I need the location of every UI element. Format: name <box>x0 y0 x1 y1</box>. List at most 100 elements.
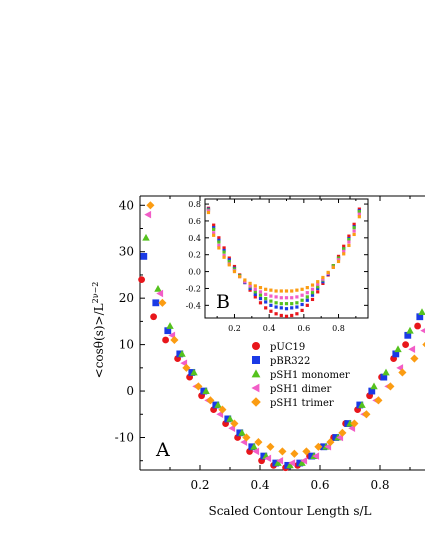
data-point-psh1-trimer <box>314 442 323 451</box>
data-point-psh1-monomer <box>382 368 390 376</box>
x-tick-label: 0.6 <box>310 478 329 492</box>
inset-point-psh1-trimer <box>217 246 221 250</box>
inset-point-psh1-trimer <box>321 275 325 280</box>
inset-point-pbr322 <box>264 300 268 304</box>
inset-point-psh1-monomer <box>310 291 315 295</box>
data-point-psh1-dimer <box>264 454 272 463</box>
data-point-psh1-monomer <box>178 349 186 357</box>
inset-point-psh1-trimer <box>305 286 309 290</box>
data-point-puc19 <box>414 322 421 330</box>
inset-point-psh1-monomer <box>222 250 226 254</box>
inset-point-psh1-trimer <box>357 215 361 219</box>
inset-point-psh1-dimer <box>342 249 346 253</box>
inset-point-psh1-monomer <box>316 285 320 289</box>
data-point-pbr322 <box>320 443 328 451</box>
inset-point-psh1-dimer <box>243 280 247 284</box>
legend-marker <box>252 342 260 350</box>
y-axis-label-group: <cosθ(s)>/L2ν−2 <box>91 282 106 379</box>
inset-point-puc19 <box>217 236 221 240</box>
data-point-pbr322 <box>176 350 184 358</box>
inset-point-puc19 <box>212 223 216 227</box>
data-point-pbr322 <box>212 401 220 409</box>
inset-point-psh1-monomer <box>264 296 268 301</box>
inset-point-psh1-trimer <box>222 255 226 259</box>
inset-point-psh1-dimer <box>284 296 289 300</box>
data-point-psh1-trimer <box>242 433 251 442</box>
inset-point-psh1-dimer <box>310 287 315 291</box>
inset-point-pbr322 <box>258 296 263 301</box>
inset-point-psh1-monomer <box>227 259 231 264</box>
inset-point-psh1-dimer <box>321 277 325 281</box>
inset-point-pbr322 <box>274 305 278 309</box>
inset-point-psh1-dimer <box>295 295 299 299</box>
inset-point-puc19 <box>269 309 273 313</box>
data-point-psh1-monomer <box>298 459 306 466</box>
inset-point-pbr322 <box>321 280 325 284</box>
data-point-pbr322 <box>392 350 400 358</box>
panel-label-b: B <box>216 291 230 313</box>
data-point-pbr322 <box>296 459 304 467</box>
inset-point-psh1-dimer <box>253 287 257 291</box>
y-tick-label: 20 <box>119 291 134 305</box>
inset-point-psh1-monomer <box>279 302 283 306</box>
inset-point-psh1-trimer <box>238 275 242 279</box>
inset-point-psh1-monomer <box>342 247 346 251</box>
inset-x-tick-label: 0.4 <box>263 324 276 333</box>
inset-point-psh1-trimer <box>227 263 231 267</box>
data-point-psh1-trimer <box>350 419 359 428</box>
data-point-psh1-trimer <box>146 201 155 210</box>
inset-point-puc19 <box>321 281 325 285</box>
inset-point-psh1-trimer <box>248 281 252 285</box>
inset-y-tick-label: 0.0 <box>188 268 201 277</box>
inset-point-pbr322 <box>248 286 252 291</box>
data-point-psh1-monomer <box>166 322 174 329</box>
data-point-psh1-dimer <box>252 447 260 456</box>
data-point-psh1-dimer <box>300 456 308 465</box>
inset-point-psh1-trimer <box>310 283 315 287</box>
inset-point-psh1-dimer <box>300 293 304 297</box>
inset-point-psh1-trimer <box>279 289 283 293</box>
data-point-pbr322 <box>308 452 316 460</box>
inset-point-pbr322 <box>316 286 320 291</box>
inset-point-puc19 <box>258 301 263 305</box>
inset-point-psh1-dimer <box>347 240 351 244</box>
inset-point-psh1-monomer <box>352 226 356 230</box>
inset-point-puc19 <box>305 303 309 307</box>
inset-point-psh1-dimer <box>222 253 226 258</box>
inset-x-tick-label: 0.8 <box>332 324 345 333</box>
inset-point-pbr322 <box>217 238 221 242</box>
data-point-puc19 <box>162 336 170 344</box>
inset-point-psh1-monomer <box>295 301 299 305</box>
data-point-puc19 <box>150 313 158 321</box>
inset-point-psh1-trimer <box>295 288 299 292</box>
inset-point-psh1-dimer <box>357 212 361 216</box>
data-point-pbr322 <box>404 331 412 339</box>
main-points <box>138 201 425 472</box>
data-point-pbr322 <box>200 387 208 395</box>
data-point-psh1-trimer <box>374 396 383 405</box>
inset-point-psh1-trimer <box>316 280 320 284</box>
inset-y-tick-label: 0.2 <box>188 251 201 260</box>
y-axis-label-main: <cosθ(s)>/L <box>92 303 106 378</box>
legend-label: pSH1 monomer <box>270 370 350 381</box>
data-point-psh1-dimer <box>408 345 416 353</box>
x-axis-label: Scaled Contour Length s/L <box>208 504 371 518</box>
inset-point-psh1-monomer <box>331 264 335 268</box>
data-point-pbr322 <box>368 387 376 395</box>
inset-point-psh1-dimer <box>290 296 294 300</box>
data-point-pbr322 <box>332 434 340 441</box>
inset-point-pbr322 <box>284 307 289 311</box>
inset-point-psh1-trimer <box>331 265 335 269</box>
inset-point-puc19 <box>232 264 237 269</box>
data-point-psh1-dimer <box>420 328 425 334</box>
inset-point-puc19 <box>253 295 257 299</box>
data-point-psh1-monomer <box>274 459 282 466</box>
inset-point-psh1-trimer <box>326 270 330 275</box>
data-point-psh1-monomer <box>394 345 402 353</box>
inset-point-pbr322 <box>253 292 257 296</box>
data-point-pbr322 <box>344 420 352 427</box>
data-point-psh1-trimer <box>266 442 275 451</box>
data-point-psh1-monomer <box>214 401 222 408</box>
y-tick-label: 0 <box>126 384 134 398</box>
data-point-psh1-trimer <box>290 449 299 458</box>
